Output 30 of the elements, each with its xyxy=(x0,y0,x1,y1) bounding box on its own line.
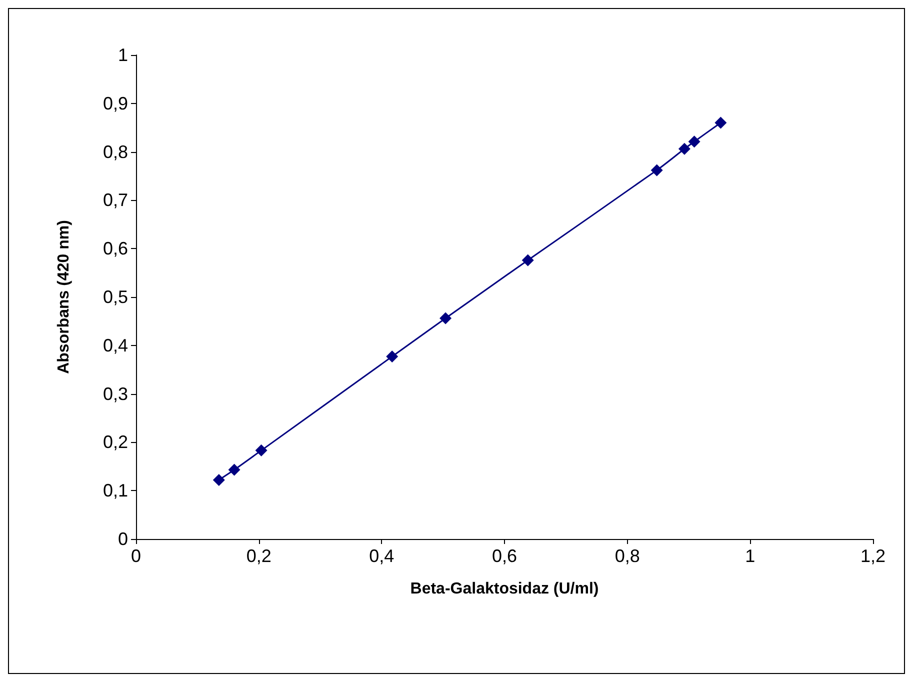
y-tick-label: 0,1 xyxy=(102,480,128,501)
point xyxy=(522,254,534,266)
x-tick-label: 0,8 xyxy=(614,546,640,566)
x-tick-label: 0 xyxy=(130,546,142,566)
point xyxy=(440,312,452,324)
y-tick-label: 0,4 xyxy=(102,335,128,356)
point xyxy=(255,444,268,456)
y-tick-label: 0,8 xyxy=(102,142,128,162)
point xyxy=(212,474,225,486)
x-tick-label: 1,2 xyxy=(860,546,886,566)
y-tick-label: 0,6 xyxy=(102,238,128,259)
x-tick-label: 1 xyxy=(745,546,756,566)
point xyxy=(386,350,398,363)
y-tick-label: 0,7 xyxy=(102,190,128,210)
y-tick-label: 0,9 xyxy=(102,93,128,114)
point xyxy=(678,142,690,155)
point xyxy=(688,136,700,148)
y-axis-title: Absorbans (420 nm) xyxy=(56,220,72,374)
y-tick-label: 0,2 xyxy=(102,432,128,452)
x-tick-label: 0,2 xyxy=(246,546,272,566)
point xyxy=(228,464,240,476)
point xyxy=(650,164,663,176)
x-tick-label: 0,6 xyxy=(492,546,518,566)
y-tick-label: 0 xyxy=(118,529,128,549)
x-tick-label: 0,4 xyxy=(369,546,394,566)
y-tick-label: 1 xyxy=(118,45,128,65)
y-tick-label: 0,5 xyxy=(102,287,128,307)
x-axis-title: Beta-Galaktosidaz (U/ml) xyxy=(410,580,599,598)
y-tick-label: 0,3 xyxy=(102,384,128,404)
point xyxy=(714,116,727,129)
